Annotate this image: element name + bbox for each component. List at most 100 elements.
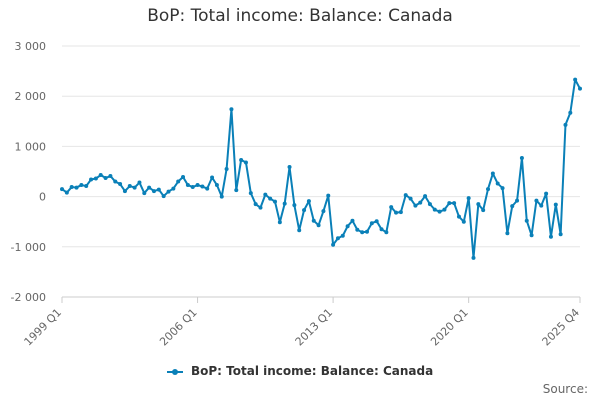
x-tick-label: 1999 Q1: [22, 306, 65, 349]
data-point: [69, 185, 74, 190]
data-point: [432, 207, 437, 212]
data-point: [471, 255, 476, 260]
data-point: [292, 203, 297, 208]
data-point: [132, 185, 137, 190]
x-tick-label: 2020 Q1: [428, 306, 471, 349]
data-point: [510, 204, 515, 209]
data-point: [578, 86, 582, 91]
data-point: [340, 233, 345, 238]
data-point: [544, 191, 549, 196]
data-point: [277, 220, 282, 225]
data-point: [447, 201, 452, 206]
data-point: [108, 174, 113, 179]
y-tick-label: 1 000: [15, 140, 47, 153]
data-point: [548, 234, 553, 239]
data-point: [64, 190, 69, 195]
data-point: [558, 232, 563, 237]
source-label: Source:: [542, 382, 588, 396]
data-point: [147, 185, 152, 190]
y-tick-label: 0: [39, 191, 46, 204]
data-point: [360, 230, 365, 235]
data-point: [89, 177, 94, 182]
legend-label[interactable]: BoP: Total income: Balance: Canada: [190, 364, 434, 378]
data-point: [171, 186, 176, 191]
y-tick-label: -1 000: [11, 241, 46, 254]
data-point: [345, 224, 350, 229]
data-point: [195, 183, 200, 188]
data-point: [481, 208, 486, 213]
data-point: [476, 202, 481, 207]
data-point: [350, 218, 355, 223]
data-point: [495, 181, 500, 186]
data-point: [394, 210, 399, 215]
data-point: [326, 193, 331, 198]
data-point: [253, 202, 258, 207]
data-point: [369, 221, 374, 226]
data-point: [306, 199, 311, 204]
data-point: [142, 191, 147, 196]
data-point: [466, 196, 471, 201]
data-point: [239, 157, 244, 162]
data-point: [302, 208, 307, 213]
data-point: [331, 242, 336, 247]
data-point: [374, 219, 379, 224]
x-tick-label: 2013 Q1: [293, 306, 336, 349]
data-point: [490, 171, 495, 176]
legend-line-icon: [166, 368, 183, 375]
data-point: [389, 205, 394, 210]
data-point: [379, 227, 384, 232]
data-point: [60, 187, 64, 192]
data-point: [176, 179, 181, 184]
legend[interactable]: BoP: Total income: Balance: Canada: [0, 364, 600, 378]
data-point: [224, 166, 229, 171]
data-point: [118, 182, 123, 187]
data-point: [98, 173, 103, 178]
data-point: [79, 183, 84, 188]
data-point: [505, 231, 510, 236]
x-tick-label: 2006 Q1: [157, 306, 200, 349]
data-point: [93, 176, 98, 181]
data-point: [486, 187, 491, 192]
data-point: [408, 196, 413, 201]
data-point: [190, 185, 195, 190]
data-point: [335, 236, 340, 241]
data-point: [456, 214, 461, 219]
data-point: [398, 210, 403, 215]
data-point: [234, 188, 239, 193]
data-point: [122, 189, 127, 194]
series-line: [61, 78, 581, 259]
y-tick-label: -2 000: [11, 291, 46, 304]
data-point: [229, 107, 234, 112]
data-point: [461, 219, 466, 224]
data-point: [185, 183, 190, 188]
y-tick-label: 2 000: [15, 90, 47, 103]
data-point: [500, 186, 505, 191]
data-point: [287, 164, 292, 169]
data-point: [297, 228, 302, 233]
data-point: [210, 175, 215, 180]
data-point: [524, 218, 529, 223]
data-point: [74, 185, 79, 190]
data-point: [205, 186, 210, 191]
data-point: [137, 180, 142, 185]
data-point: [156, 187, 161, 192]
data-point: [311, 218, 316, 223]
data-point: [103, 176, 108, 181]
data-point: [200, 184, 205, 189]
data-point: [273, 199, 278, 204]
data-point: [568, 110, 573, 115]
data-point: [519, 155, 524, 160]
data-point: [214, 183, 219, 188]
x-tick-label: 2025 Q4: [540, 306, 583, 349]
data-point: [364, 229, 369, 234]
data-point: [437, 209, 442, 214]
data-point: [529, 233, 534, 238]
data-point: [573, 77, 578, 82]
data-point: [181, 175, 186, 180]
data-point: [452, 201, 457, 206]
data-point: [321, 209, 326, 214]
data-point: [84, 184, 89, 189]
data-point: [553, 202, 558, 207]
data-point: [413, 203, 418, 208]
data-point: [355, 227, 360, 232]
